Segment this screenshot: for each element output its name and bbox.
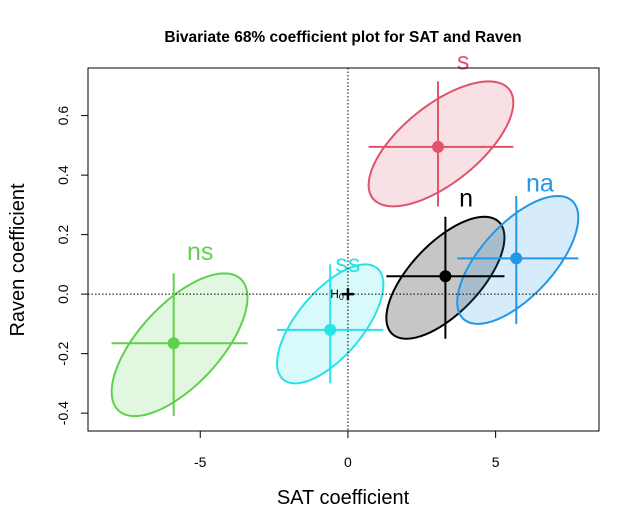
y-tick-label-1: -0.2 xyxy=(55,341,71,365)
x-tick-label-2: 5 xyxy=(492,454,500,470)
point-n xyxy=(439,270,452,283)
point-ns xyxy=(167,337,180,350)
x-tick-label-0: -5 xyxy=(194,454,207,470)
y-tick-label-4: 0.4 xyxy=(55,165,71,185)
point-s xyxy=(432,140,445,153)
group-label-ns: ns xyxy=(187,238,213,266)
y-axis-title: Raven coefficient xyxy=(7,183,29,337)
group-label-ss: ss xyxy=(335,250,360,278)
h0-subscript: 0 xyxy=(339,292,344,302)
y-tick-label-2: 0.0 xyxy=(55,284,71,304)
ellipse-ns xyxy=(110,272,249,418)
y-tick-label-5: 0.6 xyxy=(55,106,71,126)
chart-title: Bivariate 68% coefficient plot for SAT a… xyxy=(164,29,521,46)
point-na xyxy=(510,252,523,265)
x-axis-title: SAT coefficient xyxy=(277,487,410,509)
point-ss xyxy=(324,323,337,336)
group-label-s: s xyxy=(457,47,470,75)
group-label-n: n xyxy=(459,184,473,212)
y-tick-label-3: 0.2 xyxy=(55,225,71,245)
group-label-na: na xyxy=(526,169,554,197)
y-tick-label-0: -0.4 xyxy=(55,401,71,425)
x-tick-label-1: 0 xyxy=(344,454,352,470)
